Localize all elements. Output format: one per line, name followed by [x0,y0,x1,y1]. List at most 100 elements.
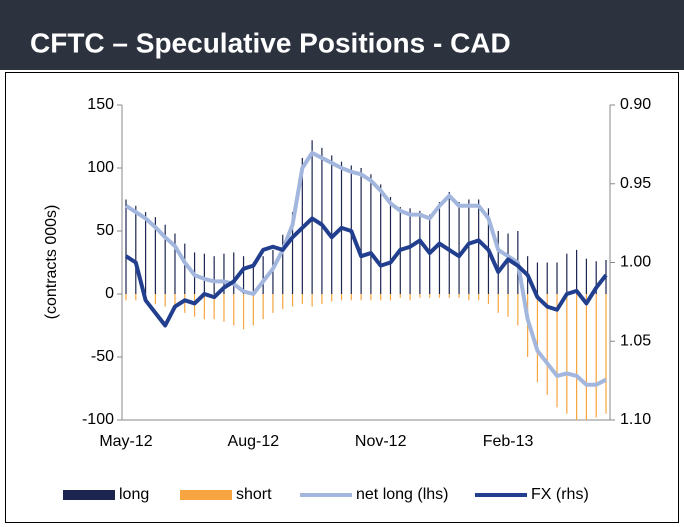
bar [409,208,411,294]
bar [164,294,166,307]
bar [242,256,245,294]
bar [556,294,558,408]
bar [380,294,382,301]
bar [291,212,294,294]
bar [282,234,284,294]
legend-swatch [63,490,115,500]
bar [321,147,323,294]
bar [252,262,254,294]
y2-tick-label: 1.00 [620,254,651,271]
bar [360,168,362,294]
bar [566,294,568,414]
bar [497,294,499,313]
bar [301,294,303,305]
x-tick-label: Nov-12 [355,433,407,450]
y-tick-label: -50 [91,348,114,365]
bar [331,294,333,302]
bar [566,253,568,294]
y-axis-title: (contracts 000s) [43,205,60,320]
bar [144,212,147,294]
bar [360,294,362,301]
line [124,150,607,387]
bar [252,294,254,326]
legend-swatch [180,490,232,500]
bar [409,294,411,301]
panel-border [5,72,679,523]
bar [576,249,578,294]
bar [429,294,431,298]
y-tick-label: 0 [105,285,114,302]
bar [585,258,588,294]
bar [350,294,352,301]
bar [282,294,284,310]
bar [546,262,548,294]
bar [546,294,548,395]
bar [438,202,441,294]
bar [389,196,392,294]
bar [223,294,225,322]
y2-tick-label: 1.10 [620,411,651,428]
bar [223,253,225,294]
y2-tick-label: 0.90 [620,96,651,113]
bar [340,294,343,301]
x-tick-label: May-12 [99,433,152,450]
y-tick-label: 100 [87,159,114,176]
bar [448,294,450,298]
bar [419,210,421,294]
bar [605,294,607,414]
bar [468,294,470,301]
bar [203,294,205,320]
legend-label: net long (lhs) [356,486,449,503]
bar [125,294,127,301]
bar [272,294,274,313]
bar [399,294,401,298]
bar [458,294,460,298]
bar [595,261,597,294]
bar [125,199,127,294]
bar [478,199,480,294]
bar [174,233,176,294]
bar [487,294,490,305]
bar [154,294,156,305]
bar [242,294,245,330]
bar [517,294,519,326]
bar [370,174,372,294]
bar [213,294,215,320]
bar [135,205,137,294]
bar [478,294,480,301]
bar [370,294,372,301]
y2-tick-label: 0.95 [620,175,651,192]
legend-label: short [236,486,272,503]
bar [536,294,539,383]
legend-label: FX (rhs) [531,486,589,503]
bar [389,294,392,301]
bar [154,217,156,294]
chart-title: CFTC – Speculative Positions - CAD [30,27,511,58]
legend-label: long [119,486,149,503]
y-tick-label: 150 [87,96,114,113]
bar [458,202,460,294]
bar [203,253,205,294]
bar [576,294,578,420]
bar [536,262,539,294]
bar [174,294,176,307]
bar [135,294,137,301]
bar [233,252,235,294]
bar [595,294,597,418]
bar [233,294,235,326]
y2-tick-label: 1.05 [620,332,651,349]
bar [507,294,509,317]
bar [380,184,382,294]
bar [331,155,333,294]
bar [438,294,441,298]
bar [311,294,313,307]
bar [507,233,509,294]
bar [585,294,588,420]
y-tick-label: -100 [82,411,114,428]
bar [164,224,166,294]
bar [262,256,264,294]
bar [262,294,264,320]
header-band [0,0,684,70]
bar [184,294,186,313]
